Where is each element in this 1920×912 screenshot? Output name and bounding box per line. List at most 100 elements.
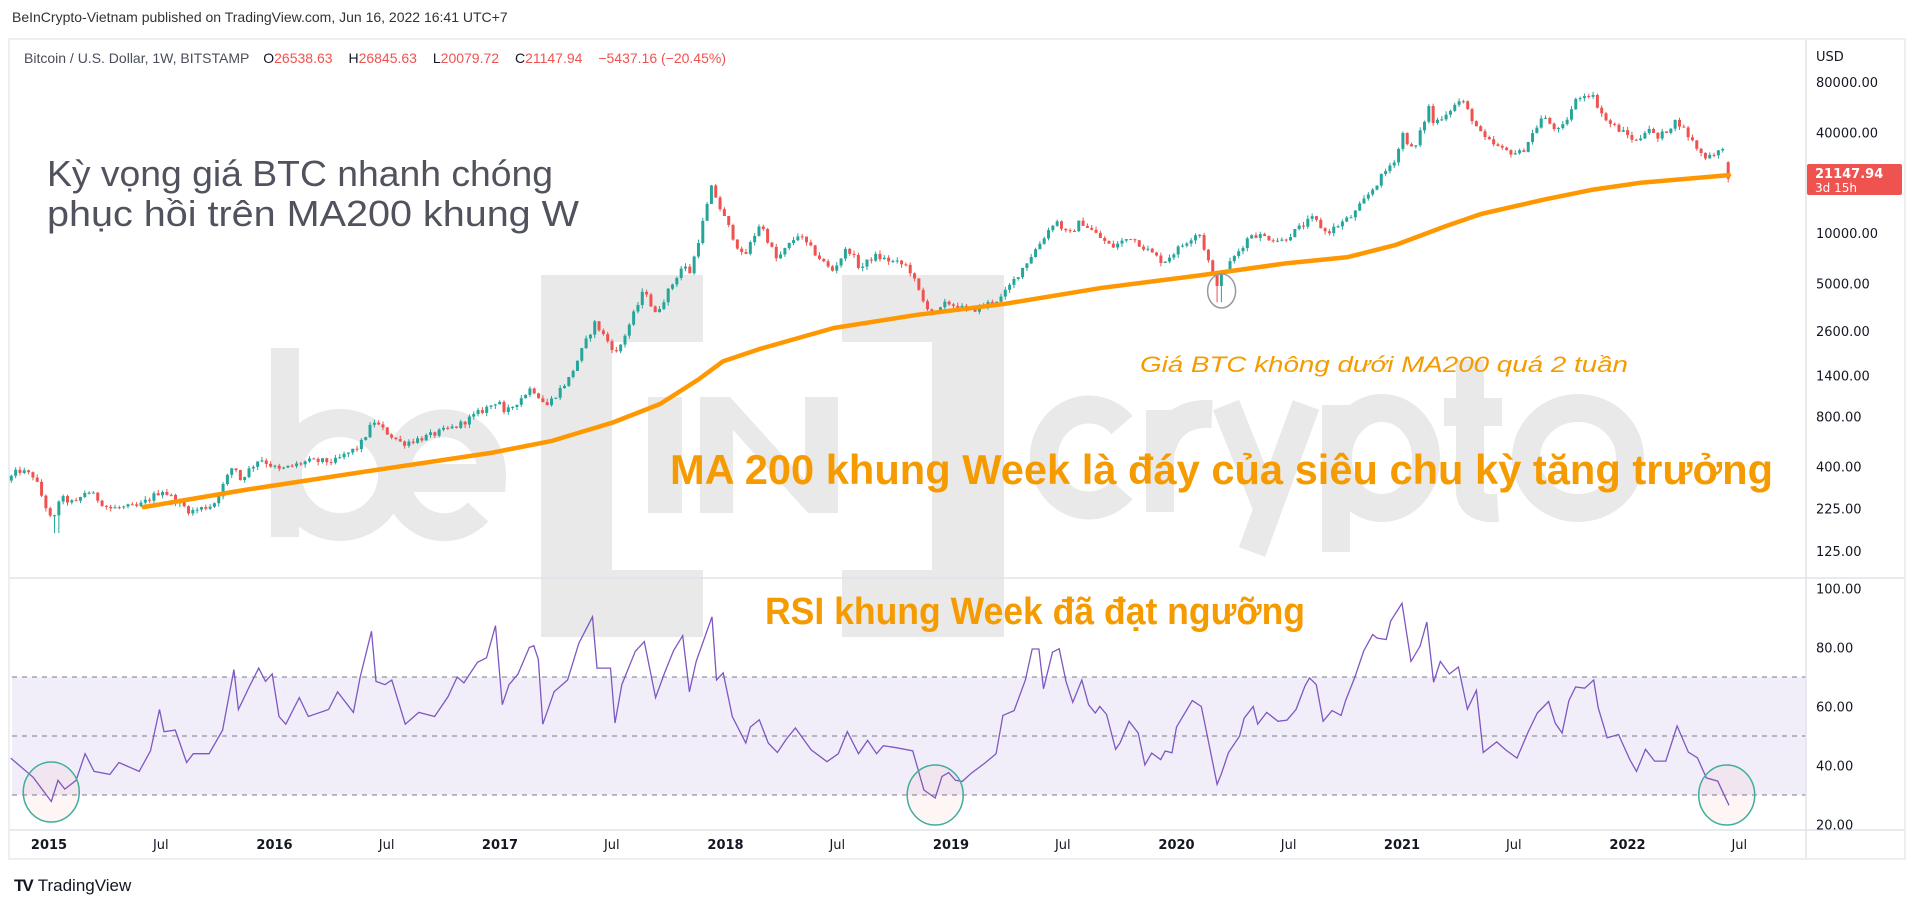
- candle-body: [61, 496, 65, 502]
- candle-body: [1042, 238, 1046, 244]
- watermark-i: [648, 397, 682, 513]
- candle-body: [446, 427, 450, 429]
- candle-body: [874, 253, 878, 261]
- candle-body: [485, 406, 489, 413]
- candle-body: [735, 239, 739, 249]
- annotation-ma-bottom: MA 200 khung Week là đáy của siêu chu kỳ…: [670, 446, 1773, 493]
- candle-body: [1358, 203, 1362, 211]
- candle-body: [437, 429, 441, 436]
- candle-body: [662, 302, 666, 309]
- candle-body: [943, 301, 947, 308]
- candle-body: [1621, 130, 1625, 132]
- candle-body: [1569, 109, 1573, 120]
- candle-body: [1552, 123, 1556, 130]
- candle-body: [792, 240, 796, 243]
- candle-body: [1077, 220, 1081, 232]
- candle-body: [809, 242, 813, 246]
- price-tick-label: 1400.00: [1816, 370, 1870, 385]
- candle-body: [277, 465, 281, 469]
- candle-body: [541, 398, 545, 403]
- candle-body: [822, 258, 826, 262]
- candle-body: [1595, 95, 1599, 108]
- close-label: C: [514, 50, 526, 66]
- candle-body: [554, 397, 558, 399]
- candle-body: [169, 494, 173, 496]
- candle-body: [1098, 232, 1102, 238]
- candle-body: [800, 236, 804, 238]
- candle-body: [295, 463, 299, 467]
- price-axis[interactable]: 80000.00 40000.00 10000.00 5000.00 2600.00 14…: [1816, 76, 1878, 560]
- candle-body: [995, 301, 999, 304]
- candle-body: [645, 291, 649, 295]
- candle-body: [839, 258, 843, 266]
- candle-body: [830, 266, 834, 271]
- time-tick-label: 2017: [482, 838, 518, 853]
- candle-body: [675, 277, 679, 285]
- candle-body: [1556, 128, 1560, 130]
- candle-body: [264, 460, 268, 464]
- candle-body: [1392, 162, 1396, 166]
- candle-body: [593, 321, 597, 335]
- price-tick-label: 10000.00: [1816, 227, 1878, 242]
- candle-body: [1509, 150, 1513, 155]
- candle-body: [683, 266, 687, 269]
- candle-body: [1340, 221, 1344, 227]
- candle-body: [1172, 254, 1176, 258]
- candle-body: [1025, 263, 1029, 268]
- change-value: −5437.16 (−20.45%): [598, 50, 726, 66]
- candle-body: [342, 453, 346, 458]
- candle-body: [731, 224, 735, 240]
- rsi-axis[interactable]: 100.00 80.00 60.00 40.00 20.00: [1816, 583, 1862, 834]
- candle-body: [31, 472, 35, 478]
- watermark-p-bowl: [1324, 394, 1440, 522]
- candle-body: [852, 253, 856, 255]
- candle-body: [584, 338, 588, 349]
- tradingview-brand: TradingView: [37, 876, 132, 895]
- candle-body: [1271, 240, 1275, 242]
- candle-body: [1064, 228, 1068, 231]
- candle-body: [861, 266, 865, 268]
- annotation-title-line2: phục hồi trên MA200 khung W: [47, 193, 579, 234]
- candle-body: [1284, 239, 1288, 241]
- time-tick-label: 2015: [31, 838, 67, 853]
- candle-body: [727, 215, 731, 225]
- tradingview-footer[interactable]: TV TradingView: [14, 876, 131, 896]
- time-axis[interactable]: 2015 Jul 2016 Jul 2017 Jul 2018 Jul 2019 Jul 2020 J…: [31, 838, 1747, 853]
- candle-body: [1319, 219, 1323, 229]
- candle-body: [597, 321, 601, 331]
- candle-body: [1677, 119, 1681, 127]
- candle-body: [562, 385, 566, 389]
- candle-body: [1059, 221, 1063, 229]
- symbol-legend[interactable]: Bitcoin / U.S. Dollar, 1W, BITSTAMP O265…: [24, 50, 738, 66]
- candle-body: [1405, 133, 1409, 145]
- candle-body: [610, 341, 614, 351]
- candle-body: [856, 254, 860, 268]
- candle-body: [904, 264, 908, 266]
- candle-body: [1604, 113, 1608, 121]
- candle-body: [1012, 278, 1016, 285]
- candle-body: [502, 401, 506, 413]
- candle-body: [14, 469, 18, 476]
- candle-body: [779, 254, 783, 259]
- candle-body: [947, 301, 951, 305]
- candle-body: [338, 457, 342, 459]
- candle-body: [666, 288, 670, 303]
- candle-body: [1349, 217, 1353, 219]
- candle-body: [156, 493, 160, 496]
- candle-body: [1656, 132, 1660, 139]
- candle-body: [217, 496, 221, 504]
- watermark-n: [700, 397, 838, 513]
- candle-body: [515, 404, 519, 407]
- candle-body: [493, 404, 497, 406]
- candle-body: [429, 432, 433, 435]
- candle-body: [57, 501, 61, 516]
- candle-body: [122, 506, 126, 508]
- candle-body: [895, 260, 899, 262]
- candle-body: [623, 335, 627, 345]
- candle-body: [256, 461, 260, 467]
- candle-body: [316, 458, 320, 462]
- price-tick-label: 125.00: [1816, 545, 1862, 560]
- candle-body: [938, 307, 942, 312]
- candle-body: [1016, 277, 1020, 279]
